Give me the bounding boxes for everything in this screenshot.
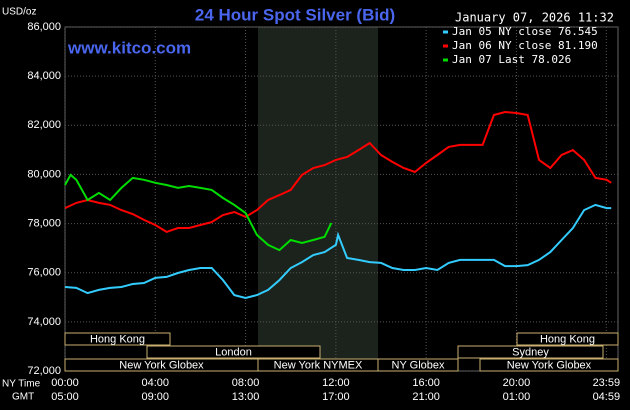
session-box <box>457 345 604 359</box>
y-tick-label: 78,000 <box>27 217 61 229</box>
session-label: Hong Kong <box>90 333 145 345</box>
gmt-tick-label: 09:00 <box>142 391 170 403</box>
y-tick-label: 72,000 <box>27 365 61 377</box>
session-label: Hong Kong <box>540 333 595 345</box>
session-label: New York Globex <box>507 359 592 371</box>
y-tick-label: 84,000 <box>27 70 61 82</box>
gmt-tick-label: 13:00 <box>232 391 260 403</box>
x-tick-label: 04:00 <box>142 377 170 389</box>
session-label: London <box>215 346 252 358</box>
series-line <box>64 203 612 300</box>
x-tick-label: 23:59 <box>593 377 621 389</box>
legend-label: Jan 06 NY close 81.190 <box>452 39 598 52</box>
legend-swatch <box>443 58 448 62</box>
session-label: New York NYMEX <box>274 359 363 371</box>
y-tick-label: 82,000 <box>27 119 61 131</box>
legend-label: Jan 07 Last 78.026 <box>452 53 571 66</box>
y-tick-label: 76,000 <box>27 267 61 279</box>
timestamp: January 07, 2026 11:32 <box>455 11 614 25</box>
gmt-tick-label: 01:00 <box>503 391 531 403</box>
legend-label: Jan 05 NY close 76.545 <box>452 25 598 38</box>
market-shade <box>258 27 378 371</box>
x-tick-label: 00:00 <box>51 377 79 389</box>
session-box <box>377 358 459 372</box>
series-line <box>64 173 333 252</box>
time-zone-label: GMT <box>12 392 34 403</box>
chart-title: 24 Hour Spot Silver (Bid) <box>195 5 395 24</box>
legend-swatch <box>443 44 448 48</box>
x-tick-label: 08:00 <box>232 377 260 389</box>
session-box <box>146 345 321 359</box>
gmt-tick-label: 21:00 <box>412 391 440 403</box>
website: www.kitco.com <box>67 38 191 57</box>
x-tick-label: 16:00 <box>412 377 440 389</box>
session-label: Sydney <box>512 346 549 358</box>
session-box <box>479 358 619 372</box>
y-axis-label: USD/oz <box>2 7 36 18</box>
y-tick-label: 74,000 <box>27 316 61 328</box>
y-tick-label: 80,000 <box>27 168 61 180</box>
session-label: NY Globex <box>392 359 445 371</box>
x-tick-label: 20:00 <box>503 377 531 389</box>
y-tick-label: 86,000 <box>27 21 61 33</box>
series-line <box>64 110 612 233</box>
gmt-tick-label: 17:00 <box>322 391 350 403</box>
gmt-tick-label: 04:59 <box>593 391 621 403</box>
gmt-tick-label: 05:00 <box>51 391 79 403</box>
session-box <box>64 332 171 346</box>
time-zone-label: NY Time <box>2 379 41 390</box>
session-label: New York Globex <box>119 359 204 371</box>
session-box <box>516 332 619 346</box>
x-tick-label: 12:00 <box>322 377 350 389</box>
legend-swatch <box>443 30 448 34</box>
